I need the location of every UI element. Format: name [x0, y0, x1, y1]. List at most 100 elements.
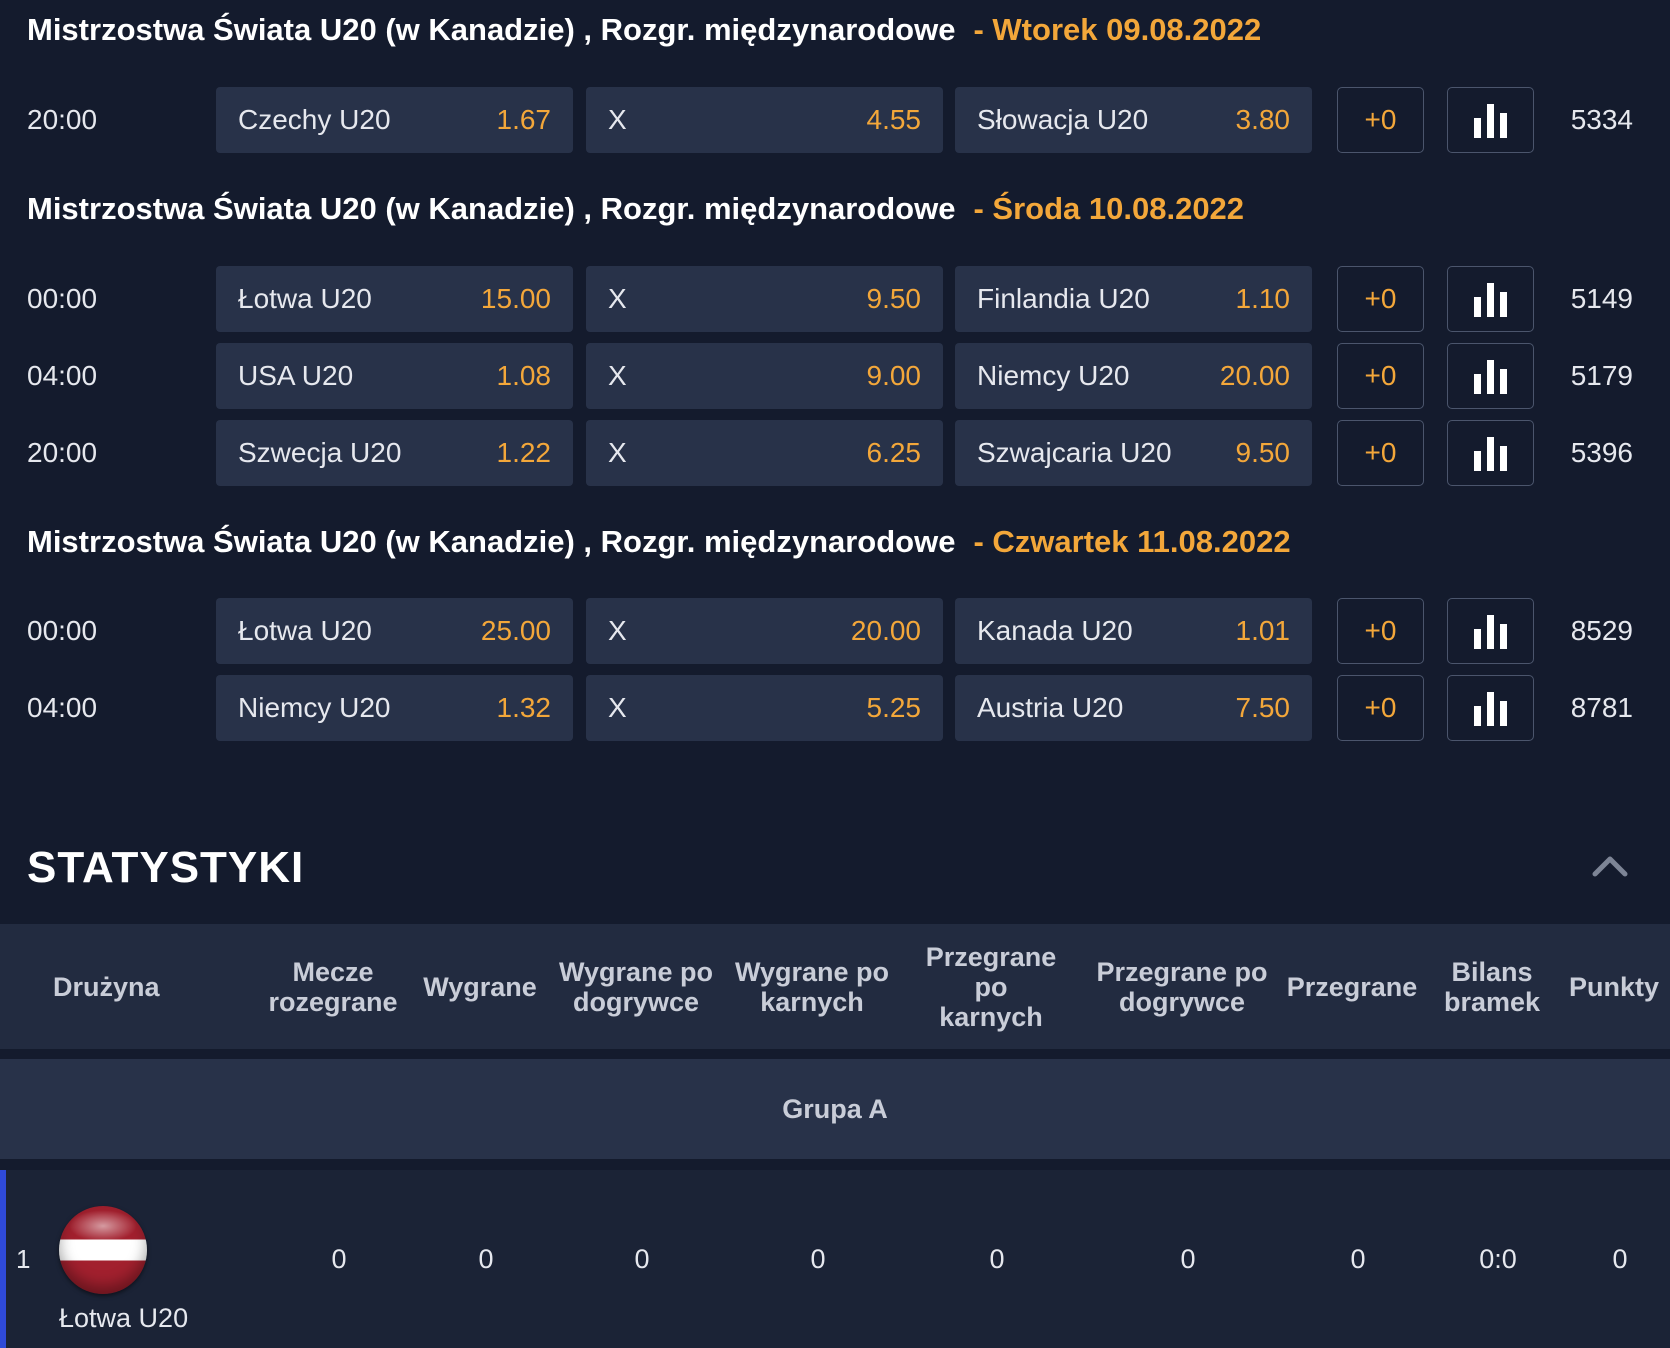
- match-stats-button[interactable]: [1447, 343, 1534, 409]
- match-stats-button[interactable]: [1447, 266, 1534, 332]
- draw-label: X: [608, 615, 627, 646]
- away-team: Finlandia U20: [977, 283, 1150, 314]
- league-header: Mistrzostwa Świata U20 (w Kanadzie) , Ro…: [27, 520, 1291, 564]
- more-bets-button[interactable]: +0: [1337, 266, 1424, 332]
- draw-odd-value: 20.00: [850, 615, 921, 646]
- cell-losses-overtime: 0: [1180, 1244, 1196, 1274]
- away-odd-button[interactable]: Kanada U20 1.01: [955, 598, 1312, 664]
- draw-label: X: [608, 283, 627, 314]
- home-odd-button[interactable]: Czechy U20 1.67: [216, 87, 573, 153]
- draw-label: X: [608, 360, 627, 391]
- matches-section: Mistrzostwa Świata U20 (w Kanadzie) , Ro…: [0, 8, 1670, 741]
- draw-odd-button[interactable]: X 9.50: [586, 266, 943, 332]
- home-team: Niemcy U20: [238, 692, 391, 723]
- col-header-team[interactable]: Drużyna: [53, 971, 160, 1002]
- team-name: Łotwa U20: [59, 1303, 189, 1333]
- col-header-losses-overtime[interactable]: Przegrane po dogrywce: [1096, 956, 1268, 1017]
- draw-odd-button[interactable]: X 5.25: [586, 675, 943, 741]
- stats-table-header: Drużyna Mecze rozegrane Wygrane Wygrane p…: [0, 924, 1670, 1049]
- bet-count: 8781: [1570, 692, 1633, 723]
- chevron-up-icon[interactable]: [1590, 850, 1630, 880]
- match-time: 20:00: [27, 104, 98, 135]
- away-odd-value: 9.50: [1235, 437, 1291, 468]
- home-odd-value: 1.22: [496, 437, 552, 468]
- away-odd-button[interactable]: Słowacja U20 3.80: [955, 87, 1312, 153]
- home-team: Czechy U20: [238, 104, 391, 135]
- away-odd-value: 1.01: [1235, 615, 1291, 646]
- team-position: 1: [16, 1244, 31, 1274]
- match-stats-button[interactable]: [1447, 598, 1534, 664]
- draw-odd-button[interactable]: X 6.25: [586, 420, 943, 486]
- draw-odd-button[interactable]: X 4.55: [586, 87, 943, 153]
- league-title: Mistrzostwa Świata U20 (w Kanadzie) , Ro…: [27, 191, 956, 226]
- home-odd-button[interactable]: Łotwa U20 15.00: [216, 266, 573, 332]
- col-header-wins[interactable]: Wygrane: [423, 971, 537, 1002]
- draw-odd-value: 5.25: [866, 692, 922, 723]
- col-header-wins-penalties[interactable]: Wygrane po karnych: [734, 956, 890, 1017]
- home-team: USA U20: [238, 360, 354, 391]
- home-odd-button[interactable]: Szwecja U20 1.22: [216, 420, 573, 486]
- col-header-points[interactable]: Punkty: [1568, 971, 1660, 1002]
- draw-odd-button[interactable]: X 9.00: [586, 343, 943, 409]
- away-odd-value: 20.00: [1219, 360, 1290, 391]
- away-team: Szwajcaria U20: [977, 437, 1172, 468]
- draw-odd-value: 9.00: [866, 360, 922, 391]
- league-header: Mistrzostwa Świata U20 (w Kanadzie) , Ro…: [27, 187, 1244, 231]
- league-title: Mistrzostwa Świata U20 (w Kanadzie) , Ro…: [27, 524, 956, 559]
- home-odd-button[interactable]: USA U20 1.08: [216, 343, 573, 409]
- match-stats-button[interactable]: [1447, 87, 1534, 153]
- away-odd-button[interactable]: Austria U20 7.50: [955, 675, 1312, 741]
- bar-chart-icon: [1474, 283, 1507, 317]
- home-odd-value: 1.08: [496, 360, 552, 391]
- col-header-played[interactable]: Mecze rozegrane: [268, 956, 398, 1017]
- league-date: - Wtorek 09.08.2022: [973, 12, 1262, 47]
- stats-section: STATYSTYKI Drużyna Mecze rozegrane Wygran…: [0, 758, 1670, 1348]
- away-odd-button[interactable]: Szwajcaria U20 9.50: [955, 420, 1312, 486]
- more-bets-button[interactable]: +0: [1337, 598, 1424, 664]
- league-title: Mistrzostwa Świata U20 (w Kanadzie) , Ro…: [27, 12, 956, 47]
- bar-chart-icon: [1474, 692, 1507, 726]
- cell-wins-penalties: 0: [810, 1244, 826, 1274]
- stats-title: STATYSTYKI: [27, 843, 305, 892]
- away-odd-value: 7.50: [1235, 692, 1291, 723]
- match-row: 04:00 Niemcy U20 1.32 X 5.25 Austria U20 7.…: [0, 675, 1670, 741]
- bar-chart-icon: [1474, 615, 1507, 649]
- match-time: 20:00: [27, 437, 98, 468]
- away-team: Austria U20: [977, 692, 1124, 723]
- league-header: Mistrzostwa Świata U20 (w Kanadzie) , Ro…: [27, 8, 1261, 52]
- bet-count: 8529: [1570, 615, 1633, 646]
- league-date: - Środa 10.08.2022: [973, 191, 1245, 226]
- col-header-losses[interactable]: Przegrane: [1286, 971, 1418, 1002]
- home-odd-button[interactable]: Niemcy U20 1.32: [216, 675, 573, 741]
- latvia-flag-icon: [59, 1206, 147, 1294]
- draw-odd-button[interactable]: X 20.00: [586, 598, 943, 664]
- more-bets-button[interactable]: +0: [1337, 87, 1424, 153]
- cell-wins: 0: [478, 1244, 494, 1274]
- match-row: 00:00 Łotwa U20 15.00 X 9.50 Finlandia U20…: [0, 266, 1670, 332]
- home-odd-value: 15.00: [480, 283, 551, 314]
- cell-goal-balance: 0:0: [1479, 1244, 1517, 1274]
- match-stats-button[interactable]: [1447, 675, 1534, 741]
- match-row: 20:00 Szwecja U20 1.22 X 6.25 Szwajcaria U…: [0, 420, 1670, 486]
- cell-losses-penalties: 0: [989, 1244, 1005, 1274]
- table-row[interactable]: 1 Łotwa U20 0 0 0 0 0 0 0 0:0 0: [0, 1170, 1670, 1348]
- bar-chart-icon: [1474, 437, 1507, 471]
- col-header-losses-penalties[interactable]: Przegrane po karnych: [925, 941, 1057, 1032]
- home-odd-button[interactable]: Łotwa U20 25.00: [216, 598, 573, 664]
- col-header-goal-balance[interactable]: Bilans bramek: [1443, 956, 1541, 1017]
- cell-losses: 0: [1350, 1244, 1366, 1274]
- cell-played: 0: [331, 1244, 347, 1274]
- match-stats-button[interactable]: [1447, 420, 1534, 486]
- bar-chart-icon: [1474, 104, 1507, 138]
- draw-odd-value: 4.55: [866, 104, 922, 135]
- away-odd-button[interactable]: Finlandia U20 1.10: [955, 266, 1312, 332]
- draw-label: X: [608, 692, 627, 723]
- col-header-wins-overtime[interactable]: Wygrane po dogrywce: [558, 956, 714, 1017]
- more-bets-button[interactable]: +0: [1337, 420, 1424, 486]
- home-team: Szwecja U20: [238, 437, 402, 468]
- more-bets-button[interactable]: +0: [1337, 343, 1424, 409]
- match-time: 04:00: [27, 692, 98, 723]
- more-bets-button[interactable]: +0: [1337, 675, 1424, 741]
- away-odd-value: 3.80: [1235, 104, 1291, 135]
- away-odd-button[interactable]: Niemcy U20 20.00: [955, 343, 1312, 409]
